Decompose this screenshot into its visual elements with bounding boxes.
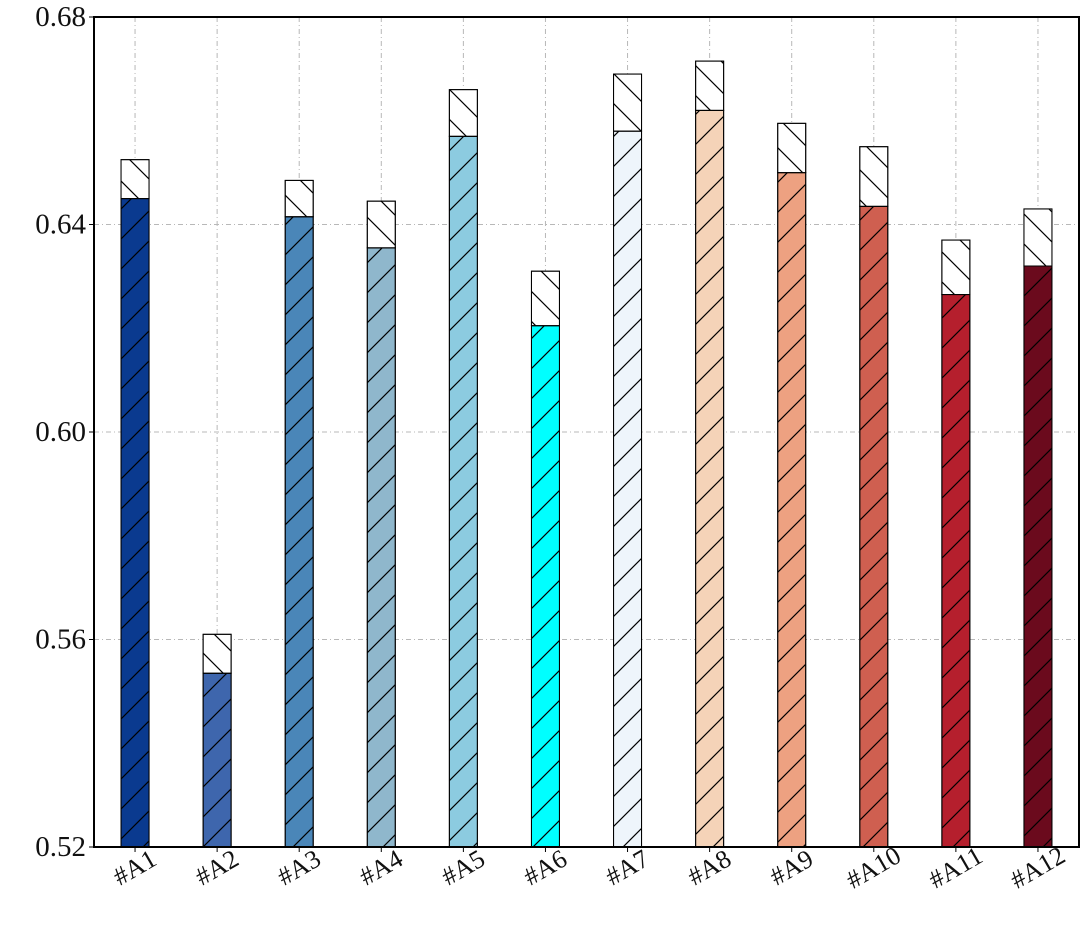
bars xyxy=(120,60,1053,848)
bar-top-hatch-4 xyxy=(366,200,396,249)
bar-base-hatch-3 xyxy=(284,216,314,848)
y-tick-label: 0.64 xyxy=(35,209,86,241)
bar-top-hatch-6 xyxy=(530,270,560,327)
y-tick-label: 0.56 xyxy=(35,624,86,656)
bar-top-hatch-7 xyxy=(613,73,643,132)
bar-top-hatch-10 xyxy=(859,146,889,207)
bar-base-hatch-8 xyxy=(695,109,725,848)
y-tick-label: 0.52 xyxy=(35,831,86,863)
bar-base-hatch-10 xyxy=(859,205,889,848)
bar-top-hatch-3 xyxy=(284,179,314,218)
y-tick-label: 0.68 xyxy=(35,1,86,33)
grid xyxy=(94,17,1079,847)
bar-top-hatch-12 xyxy=(1023,208,1053,267)
x-axis: #A1 #A2 #A3 #A4 #A5 #A6 #A7 #A8 #A9 #A10 #A11 #A12 xyxy=(108,841,1070,895)
bar-base-hatch-2 xyxy=(202,672,232,848)
bar-base-hatch-12 xyxy=(1023,265,1053,848)
bar-top-hatch-9 xyxy=(777,122,807,174)
bar-top-hatch-2 xyxy=(202,633,232,674)
bar-base-hatch-11 xyxy=(941,294,971,848)
y-tick-label: 0.60 xyxy=(35,416,86,448)
bar-top-hatch-8 xyxy=(695,60,725,111)
bar-base-hatch-7 xyxy=(613,130,643,848)
y-axis: 0.52 0.56 0.60 0.64 0.68 xyxy=(35,1,94,863)
bar-top-hatch-11 xyxy=(941,239,971,296)
bar-top-hatch-1 xyxy=(120,159,150,200)
bar-base-hatch-9 xyxy=(777,172,807,848)
bar-base-hatch-1 xyxy=(120,198,150,848)
bar-base-hatch-5 xyxy=(448,135,478,848)
bar-top-hatch-5 xyxy=(448,89,478,137)
bar-base-hatch-6 xyxy=(530,325,560,848)
bar-base-hatch-4 xyxy=(366,247,396,848)
